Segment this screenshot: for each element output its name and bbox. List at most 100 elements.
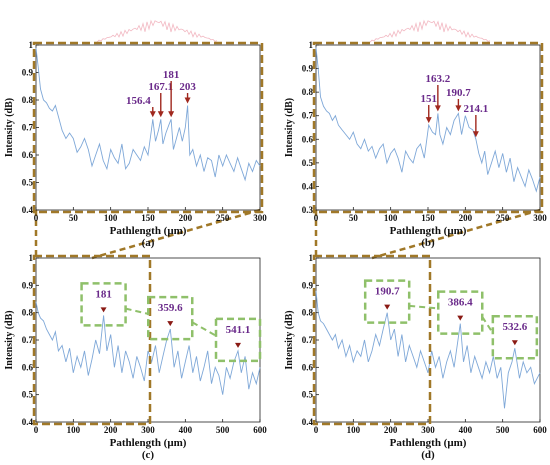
- peak-connector-line: [191, 321, 217, 337]
- y-tick-label: 0.7: [302, 111, 314, 121]
- x-axis-title: Pathlength (μm): [110, 225, 187, 237]
- y-tick-label: 0.9: [302, 64, 314, 74]
- y-tick-label: 1: [29, 253, 34, 263]
- x-tick-label: 600: [533, 425, 547, 435]
- peak-highlight-box: [437, 290, 484, 335]
- panel-label: (b): [421, 237, 435, 249]
- peak-highlight-box: [491, 314, 539, 360]
- y-tick-label: 0.4: [302, 417, 314, 427]
- y-tick-label: 0.6: [22, 150, 34, 160]
- peak-label: 214.1: [463, 103, 488, 115]
- x-tick-label: 50: [69, 213, 79, 223]
- x-tick-label: 100: [384, 213, 398, 223]
- zoom-window-frame: [312, 254, 432, 426]
- y-tick-label: 1: [309, 253, 314, 263]
- x-tick-label: 250: [216, 213, 230, 223]
- y-tick-label: 0.6: [22, 362, 34, 372]
- plot-frame: [315, 257, 541, 423]
- peak-label: 181: [163, 69, 180, 81]
- y-tick-label: 0.6: [302, 134, 314, 144]
- x-tick-label: 300: [253, 213, 267, 223]
- x-tick-label: 50: [349, 213, 359, 223]
- intensity-trace: [315, 290, 541, 409]
- y-tick-label: 0.9: [22, 280, 34, 290]
- peak-arrow-head: [184, 97, 191, 104]
- y-axis-title: Intensity (dB): [284, 310, 295, 369]
- y-tick-label: 0.9: [302, 280, 314, 290]
- peak-label: 190.7: [375, 286, 400, 298]
- zoom-frame: [312, 41, 544, 214]
- y-axis-title: Intensity (dB): [4, 98, 15, 157]
- peak-arrow-head: [455, 105, 462, 112]
- x-axis-title: Pathlength (μm): [110, 437, 187, 449]
- x-tick-label: 0: [34, 213, 39, 223]
- x-tick-label: 300: [421, 425, 435, 435]
- peak-arrow-head: [472, 131, 479, 138]
- y-tick-label: 0.5: [22, 390, 34, 400]
- x-tick-label: 300: [141, 425, 155, 435]
- x-tick-label: 100: [347, 425, 361, 435]
- x-tick-label: 200: [459, 213, 473, 223]
- panel-label: (a): [142, 237, 155, 249]
- peak-marker: [167, 321, 174, 327]
- zoom-window-frame: [32, 254, 152, 426]
- peak-marker: [457, 315, 464, 321]
- peak-arrow-head: [168, 111, 175, 118]
- peak-connector-line: [409, 304, 439, 310]
- y-tick-label: 0.7: [22, 335, 34, 345]
- y-tick-label: 0.5: [302, 158, 314, 168]
- peak-arrow-head: [149, 111, 156, 118]
- peak-label: 359.6: [158, 302, 183, 314]
- x-tick-label: 0: [34, 425, 39, 435]
- intensity-trace: [315, 47, 541, 193]
- peak-label: 203: [179, 81, 196, 93]
- y-tick-label: 0.7: [302, 335, 314, 345]
- peak-highlight-box: [147, 295, 194, 341]
- panel-c: 0 100 200 300 400 500 600 0.4 0.5 0.6 0.7 0.8 0.9 1 Pa…: [4, 253, 267, 461]
- y-tick-label: 0.8: [302, 308, 314, 318]
- x-tick-label: 400: [179, 425, 193, 435]
- y-tick-label: 0.4: [22, 417, 34, 427]
- x-tick-label: 150: [421, 213, 435, 223]
- y-axis-title: Intensity (dB): [4, 310, 15, 369]
- zoom-connector-line: [371, 208, 541, 260]
- zoom-connector-line: [91, 208, 261, 260]
- peak-label: 190.7: [446, 87, 471, 99]
- ghost-overlay-trace: [96, 19, 218, 43]
- peak-label: 541.1: [226, 324, 251, 336]
- y-tick-label: 0.7: [22, 123, 34, 133]
- x-axis-title: Pathlength (μm): [390, 437, 467, 449]
- x-tick-label: 100: [67, 425, 81, 435]
- panel-label: (d): [421, 449, 435, 461]
- x-tick-label: 100: [104, 213, 118, 223]
- panel-d: 0 100 200 300 400 500 600 0.4 0.5 0.6 0.7 0.8 0.9 1 Pa…: [284, 253, 547, 461]
- panel-label: (c): [142, 449, 155, 461]
- x-tick-label: 500: [496, 425, 510, 435]
- x-tick-label: 250: [496, 213, 510, 223]
- intensity-trace: [35, 301, 261, 395]
- plot-frame: [35, 44, 261, 211]
- x-tick-label: 0: [314, 213, 319, 223]
- peak-label: 151: [420, 93, 437, 105]
- y-tick-label: 0.4: [302, 181, 314, 191]
- peak-marker: [511, 340, 518, 346]
- x-tick-label: 200: [384, 425, 398, 435]
- peak-label: 181: [95, 288, 112, 300]
- y-tick-label: 0.8: [22, 95, 34, 105]
- y-tick-label: 0.5: [22, 178, 34, 188]
- x-tick-label: 150: [141, 213, 155, 223]
- x-tick-label: 200: [179, 213, 193, 223]
- y-tick-label: 0.5: [302, 390, 314, 400]
- peak-connector-line: [481, 316, 494, 334]
- panel-a: 0 50 100 150 200 250 300 0.4 0.5 0.6 0.7 0.8 0.9 1 Pat…: [4, 40, 267, 249]
- peak-marker: [384, 304, 391, 310]
- y-tick-label: 0.6: [302, 362, 314, 372]
- peak-highlight-box: [214, 317, 262, 363]
- peak-marker: [100, 307, 107, 313]
- peak-marker: [235, 342, 242, 348]
- y-tick-label: 0.3: [302, 205, 314, 215]
- zoom-frame: [32, 41, 264, 214]
- y-tick-label: 0.8: [302, 87, 314, 97]
- peak-highlight-box: [80, 282, 127, 327]
